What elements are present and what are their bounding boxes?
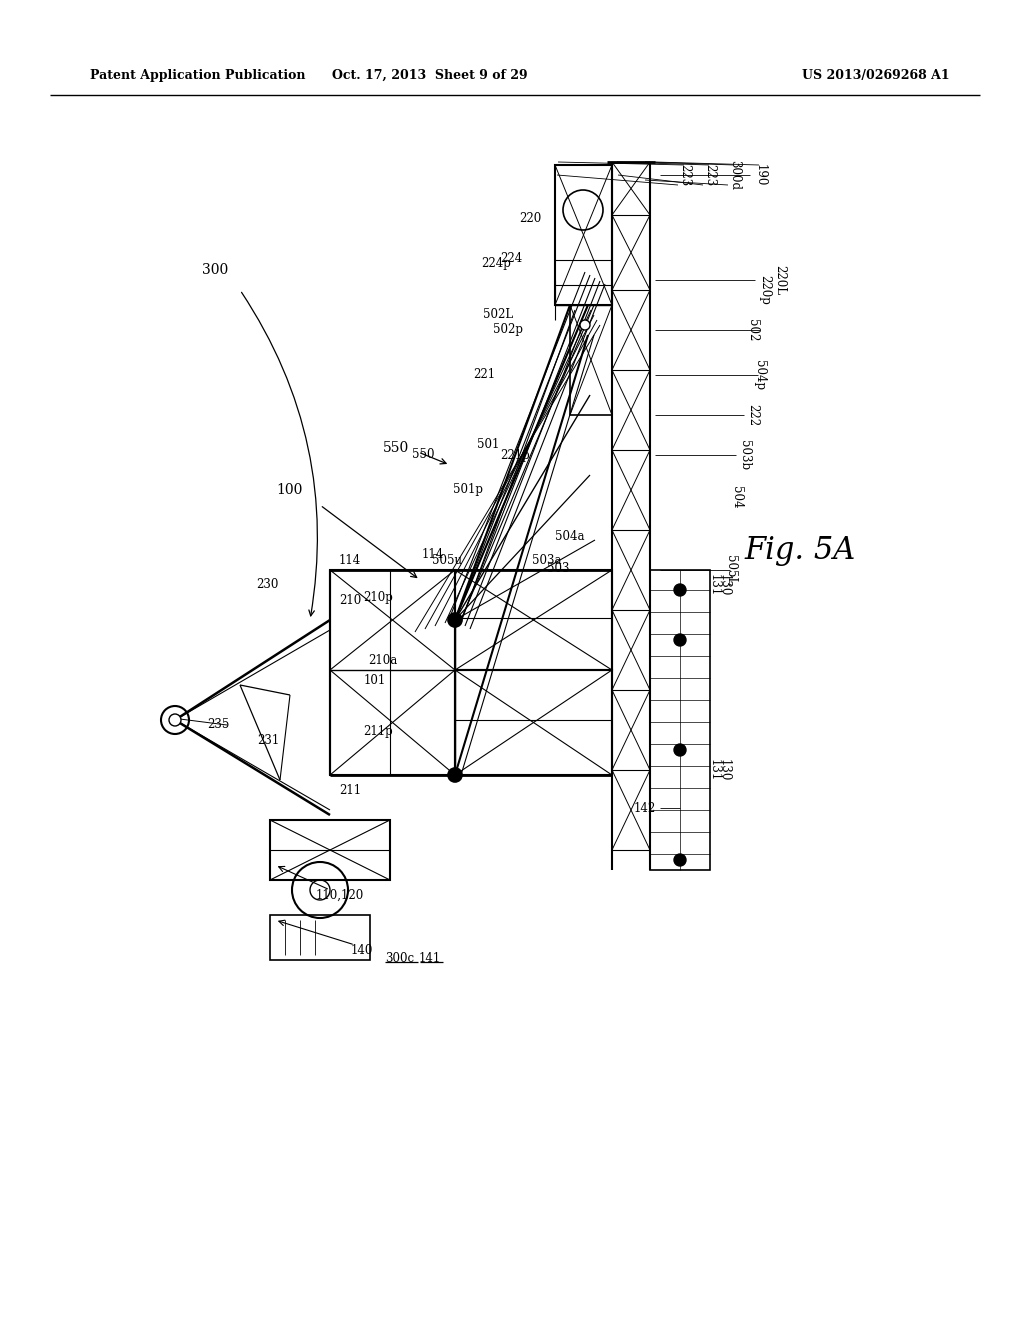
Text: 114: 114: [422, 549, 444, 561]
Bar: [330, 570, 455, 775]
Text: 501p: 501p: [453, 483, 483, 496]
Text: 504a: 504a: [555, 531, 585, 544]
Circle shape: [449, 768, 462, 781]
Text: 211p: 211p: [364, 726, 393, 738]
Text: 131: 131: [708, 574, 721, 597]
Circle shape: [674, 583, 686, 597]
Text: 503: 503: [547, 561, 569, 574]
Text: 235: 235: [207, 718, 229, 731]
Text: 140: 140: [351, 944, 373, 957]
Text: 110,120: 110,120: [315, 888, 365, 902]
Text: 220p: 220p: [759, 275, 771, 305]
Text: 224p: 224p: [481, 256, 511, 269]
Text: 502L: 502L: [483, 309, 513, 322]
Text: 210: 210: [339, 594, 361, 606]
Circle shape: [169, 714, 181, 726]
Text: 100: 100: [276, 483, 303, 498]
Bar: [270, 820, 390, 880]
Text: US 2013/0269268 A1: US 2013/0269268 A1: [803, 69, 950, 82]
Text: 211: 211: [339, 784, 361, 796]
Bar: [650, 570, 710, 870]
Text: 550: 550: [383, 441, 410, 455]
Text: 504: 504: [729, 486, 742, 508]
Text: 224: 224: [500, 252, 522, 264]
Text: 210p: 210p: [364, 591, 393, 605]
Bar: [555, 165, 612, 305]
Text: 221: 221: [473, 368, 495, 381]
Text: 231: 231: [257, 734, 280, 747]
Bar: [455, 570, 612, 671]
Circle shape: [580, 319, 590, 330]
Text: 101: 101: [364, 673, 386, 686]
Bar: [455, 671, 612, 775]
Text: Patent Application Publication: Patent Application Publication: [90, 69, 305, 82]
Text: 300: 300: [202, 263, 228, 277]
Circle shape: [674, 634, 686, 645]
Text: 222: 222: [746, 404, 760, 426]
Text: 220: 220: [519, 211, 541, 224]
Text: 504p: 504p: [754, 360, 767, 391]
Text: 223: 223: [703, 164, 717, 186]
Text: 502: 502: [745, 319, 759, 341]
Text: 550: 550: [412, 449, 434, 462]
Text: 300c: 300c: [385, 952, 415, 965]
Text: 131: 131: [708, 759, 721, 781]
Text: Oct. 17, 2013  Sheet 9 of 29: Oct. 17, 2013 Sheet 9 of 29: [332, 69, 527, 82]
Text: 190: 190: [754, 164, 767, 186]
Circle shape: [449, 612, 462, 627]
Bar: [270, 915, 370, 960]
Circle shape: [674, 854, 686, 866]
Text: 114: 114: [339, 553, 361, 566]
Text: 300d: 300d: [728, 160, 741, 190]
Text: Fig. 5A: Fig. 5A: [744, 535, 856, 565]
Text: 230: 230: [256, 578, 279, 591]
Text: 501: 501: [477, 438, 499, 451]
Text: 210a: 210a: [369, 653, 397, 667]
Text: 142: 142: [634, 801, 656, 814]
Bar: [570, 305, 612, 414]
Text: 221p: 221p: [500, 449, 529, 462]
Text: 503a: 503a: [532, 553, 562, 566]
Text: 220L: 220L: [773, 265, 786, 294]
Text: 503b: 503b: [737, 440, 751, 470]
Text: 223: 223: [679, 164, 691, 186]
Text: 505L: 505L: [724, 554, 736, 585]
Text: 130: 130: [718, 759, 730, 781]
Text: 505u: 505u: [432, 553, 462, 566]
Text: 502p: 502p: [493, 323, 523, 337]
Circle shape: [674, 744, 686, 756]
Text: 141: 141: [419, 952, 441, 965]
Text: 130: 130: [718, 574, 730, 597]
